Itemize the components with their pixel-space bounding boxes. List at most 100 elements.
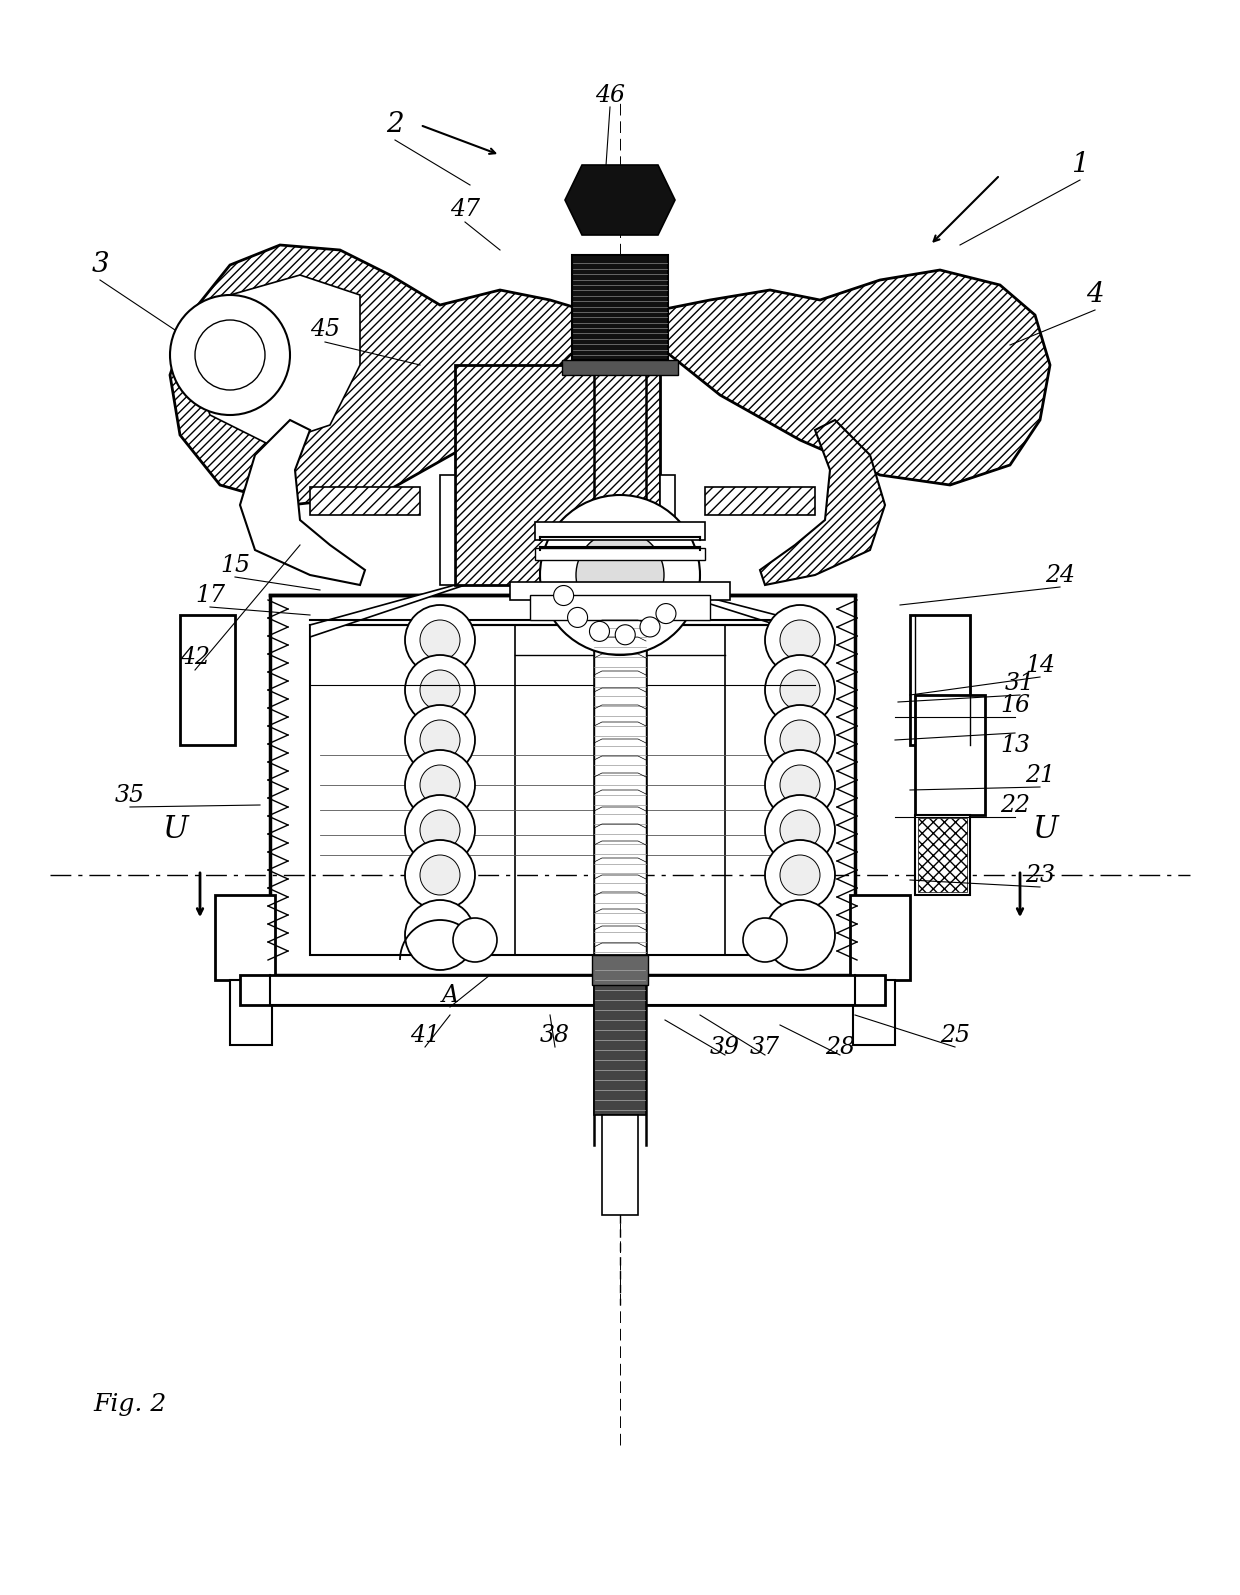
Polygon shape	[565, 164, 675, 234]
Circle shape	[420, 855, 460, 895]
Bar	[910, 616, 970, 745]
Polygon shape	[760, 419, 885, 585]
Bar	[310, 625, 815, 955]
Circle shape	[780, 766, 820, 805]
Circle shape	[780, 719, 820, 759]
Text: 42: 42	[180, 646, 210, 668]
Circle shape	[170, 295, 290, 415]
Text: 13: 13	[999, 734, 1030, 756]
Circle shape	[420, 719, 460, 759]
Bar	[180, 616, 236, 745]
Circle shape	[780, 810, 820, 850]
Bar	[594, 605, 646, 955]
Circle shape	[780, 620, 820, 660]
Circle shape	[765, 605, 835, 675]
Text: 2: 2	[386, 112, 404, 139]
Bar	[534, 549, 706, 560]
Circle shape	[405, 656, 475, 726]
Text: 41: 41	[410, 1024, 440, 1046]
Bar	[229, 979, 272, 1045]
Text: 46: 46	[595, 83, 625, 107]
Circle shape	[539, 494, 701, 656]
Circle shape	[405, 794, 475, 864]
Bar	[915, 815, 970, 895]
Circle shape	[420, 766, 460, 805]
Circle shape	[743, 919, 787, 962]
Polygon shape	[630, 270, 1050, 485]
Circle shape	[420, 670, 460, 710]
Polygon shape	[190, 274, 360, 445]
Circle shape	[765, 794, 835, 864]
Circle shape	[195, 321, 265, 391]
Bar	[853, 979, 895, 1045]
Polygon shape	[170, 246, 610, 506]
Circle shape	[405, 750, 475, 820]
Text: 45: 45	[310, 319, 340, 341]
Text: 22: 22	[999, 793, 1030, 817]
Bar	[572, 255, 668, 360]
Circle shape	[765, 841, 835, 911]
Circle shape	[577, 531, 663, 619]
Bar	[562, 360, 678, 375]
Circle shape	[405, 841, 475, 911]
Circle shape	[553, 585, 574, 606]
Text: A: A	[441, 984, 459, 1006]
Bar	[241, 975, 885, 1005]
Circle shape	[640, 617, 660, 636]
Text: 23: 23	[1025, 863, 1055, 887]
Circle shape	[568, 608, 588, 627]
Circle shape	[420, 620, 460, 660]
Text: U: U	[1032, 815, 1058, 845]
Bar	[706, 486, 815, 515]
Text: 16: 16	[999, 694, 1030, 716]
Bar	[270, 595, 856, 975]
Circle shape	[405, 900, 475, 970]
Bar	[849, 895, 910, 979]
Text: Fig. 2: Fig. 2	[93, 1394, 166, 1416]
Polygon shape	[650, 585, 815, 636]
Circle shape	[453, 919, 497, 962]
Text: 28: 28	[825, 1035, 856, 1059]
Text: 15: 15	[219, 553, 250, 576]
Text: 1: 1	[1071, 152, 1089, 179]
Circle shape	[405, 605, 475, 675]
Bar	[594, 955, 646, 1115]
Bar	[529, 595, 711, 620]
Circle shape	[656, 603, 676, 624]
Polygon shape	[241, 419, 365, 585]
Bar	[601, 1115, 639, 1215]
Text: 47: 47	[450, 198, 480, 222]
Text: 39: 39	[711, 1035, 740, 1059]
Text: 35: 35	[115, 783, 145, 807]
Circle shape	[420, 810, 460, 850]
Bar	[440, 475, 455, 585]
Bar	[534, 522, 706, 541]
Circle shape	[589, 622, 610, 641]
Text: 37: 37	[750, 1035, 780, 1059]
Text: 24: 24	[1045, 563, 1075, 587]
Text: 14: 14	[1025, 654, 1055, 676]
Text: U: U	[162, 815, 188, 845]
Circle shape	[780, 670, 820, 710]
Text: 4: 4	[1086, 281, 1104, 308]
Bar	[215, 895, 275, 979]
Bar	[915, 695, 985, 815]
Bar	[591, 955, 649, 986]
Text: 17: 17	[195, 584, 224, 606]
Circle shape	[765, 900, 835, 970]
Bar	[918, 818, 967, 892]
Bar	[455, 365, 660, 585]
Text: 21: 21	[1025, 764, 1055, 786]
Circle shape	[405, 705, 475, 775]
Text: 31: 31	[1004, 671, 1035, 694]
Circle shape	[765, 705, 835, 775]
Text: 3: 3	[92, 252, 109, 279]
Circle shape	[765, 750, 835, 820]
Text: 25: 25	[940, 1024, 970, 1046]
Bar	[660, 475, 675, 585]
Circle shape	[765, 656, 835, 726]
Text: 38: 38	[539, 1024, 570, 1046]
Polygon shape	[310, 585, 465, 636]
Circle shape	[615, 625, 635, 644]
Bar	[510, 582, 730, 600]
